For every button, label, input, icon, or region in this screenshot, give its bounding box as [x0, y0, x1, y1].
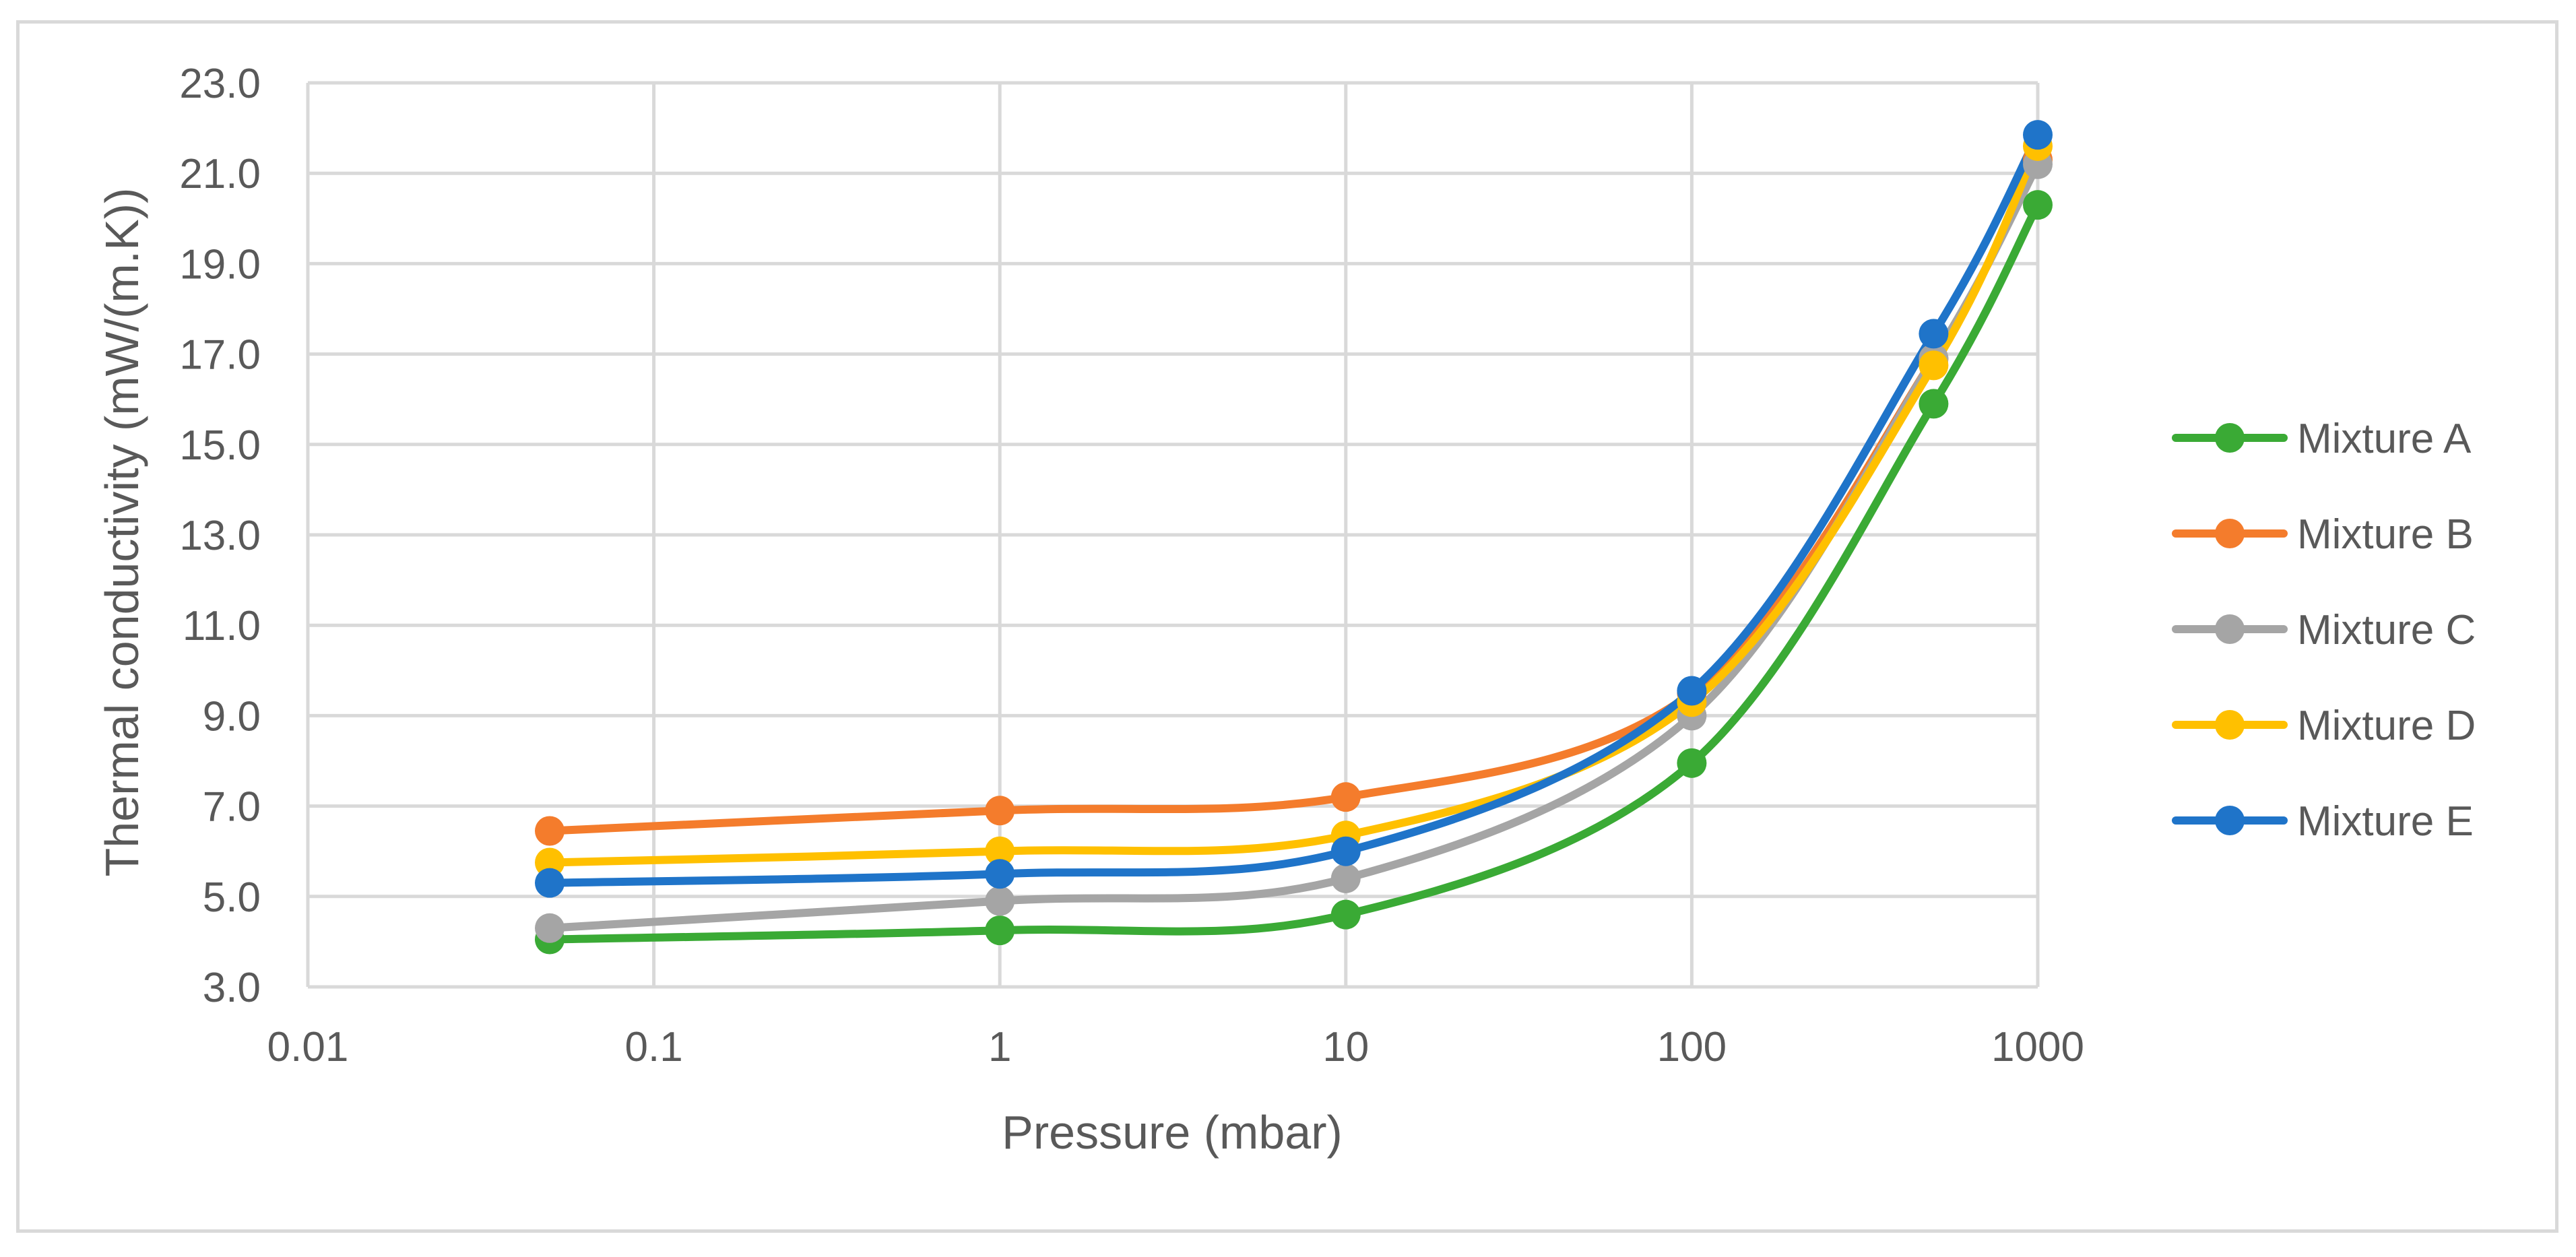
- data-point-mixture-e: [1919, 319, 1949, 349]
- series-lines: [545, 131, 2042, 944]
- y-tick-label: 3.0: [203, 965, 261, 1011]
- data-point-mixture-a: [1677, 748, 1707, 778]
- y-tick-label: 19.0: [179, 241, 261, 288]
- data-point-mixture-d: [1919, 350, 1949, 381]
- data-point-mixture-c: [1330, 863, 1361, 893]
- y-axis-title: Thermal conductivity (mW/(m.K)): [96, 188, 148, 877]
- legend-label: Mixture E: [2297, 798, 2474, 845]
- x-tick-label: 1: [988, 1024, 1011, 1070]
- legend-item-mixture-a: Mixture A: [2172, 416, 2472, 462]
- legend-label: Mixture A: [2297, 416, 2472, 462]
- y-tick-label: 9.0: [203, 693, 261, 740]
- legend-item-mixture-b: Mixture B: [2172, 511, 2474, 558]
- series-line-mixture-d: [545, 141, 2042, 867]
- data-point-mixture-c: [534, 913, 565, 943]
- legend-item-mixture-c: Mixture C: [2172, 607, 2476, 653]
- data-point-mixture-c: [985, 886, 1015, 916]
- x-tick-label: 1000: [1991, 1024, 2084, 1070]
- y-tick-label: 17.0: [179, 332, 261, 379]
- data-point-mixture-b: [534, 816, 565, 846]
- series-points: [534, 120, 2053, 955]
- data-point-mixture-b: [985, 796, 1015, 826]
- x-tick-label: 0.01: [267, 1024, 349, 1070]
- legend-item-mixture-d: Mixture D: [2172, 703, 2476, 749]
- y-tick-labels: 3.0 5.0 7.0 9.0 11.0 13.0 15.0 17.0 19.0 21.0 23.0: [179, 61, 261, 1011]
- data-point-mixture-d: [534, 847, 565, 878]
- x-tick-labels: 0.01 0.1 1 10 100 1000: [267, 1024, 2084, 1070]
- legend-swatch-marker: [2215, 423, 2245, 453]
- data-point-mixture-e: [1330, 836, 1361, 866]
- legend-label: Mixture B: [2297, 511, 2474, 558]
- data-point-mixture-b: [1330, 782, 1361, 812]
- x-tick-label: 10: [1322, 1024, 1369, 1070]
- data-point-mixture-a: [985, 915, 1015, 946]
- series-line-mixture-b: [545, 156, 2042, 835]
- data-point-mixture-a: [1919, 389, 1949, 419]
- data-point-mixture-a: [2023, 190, 2053, 220]
- x-tick-label: 0.1: [624, 1024, 682, 1070]
- legend-label: Mixture C: [2297, 607, 2476, 653]
- y-tick-label: 7.0: [203, 784, 261, 831]
- legend-swatch-marker: [2215, 519, 2245, 548]
- data-point-mixture-e: [1677, 676, 1707, 706]
- y-tick-label: 5.0: [203, 874, 261, 921]
- x-tick-label: 100: [1657, 1024, 1727, 1070]
- data-point-mixture-e: [985, 859, 1015, 889]
- grid: [306, 81, 2040, 989]
- data-point-mixture-e: [534, 868, 565, 898]
- y-tick-label: 21.0: [179, 151, 261, 197]
- legend-label: Mixture D: [2297, 703, 2476, 749]
- y-tick-label: 15.0: [179, 422, 261, 469]
- y-tick-label: 13.0: [179, 513, 261, 559]
- data-point-mixture-d: [985, 836, 1015, 866]
- legend: Mixture A Mixture B Mixture C Mixture D Mixt…: [2172, 416, 2476, 845]
- legend-swatch-marker: [2215, 710, 2245, 740]
- legend-swatch-marker: [2215, 806, 2245, 835]
- data-point-mixture-e: [2023, 120, 2053, 150]
- legend-item-mixture-e: Mixture E: [2172, 798, 2474, 845]
- data-point-mixture-a: [1330, 899, 1361, 930]
- series-line-mixture-a: [545, 201, 2042, 944]
- y-tick-label: 23.0: [179, 61, 261, 107]
- series-line-mixture-e: [545, 131, 2042, 887]
- x-axis-title: Pressure (mbar): [1002, 1106, 1343, 1159]
- legend-swatch-marker: [2215, 614, 2245, 644]
- y-tick-label: 11.0: [183, 603, 261, 649]
